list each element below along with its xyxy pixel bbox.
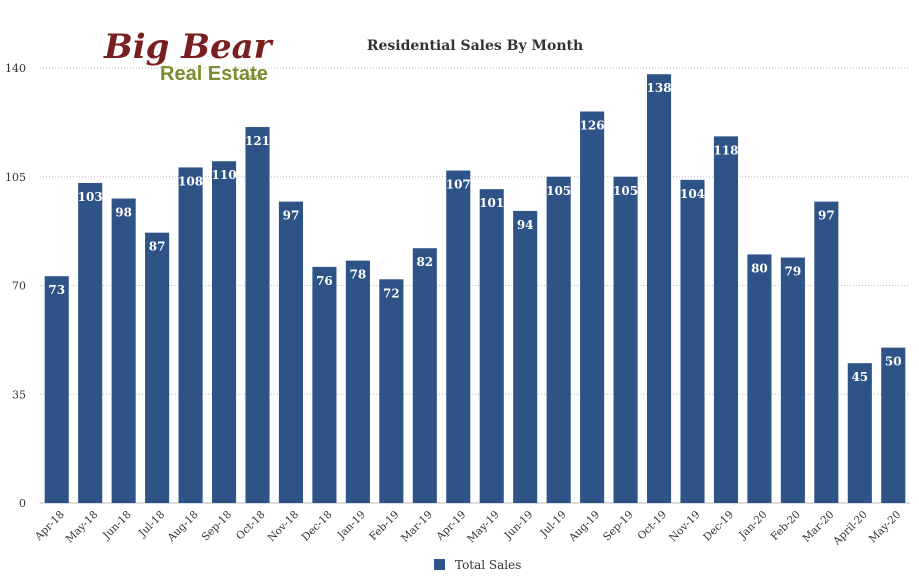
legend-label: Total Sales xyxy=(455,558,521,572)
bar xyxy=(312,266,337,503)
data-label: 98 xyxy=(115,206,132,220)
y-tick-label: 0 xyxy=(19,497,26,510)
x-tick-label: Sep-19 xyxy=(601,509,636,544)
data-label: 97 xyxy=(283,209,300,223)
bar xyxy=(345,260,370,503)
x-tick-label: Sep-18 xyxy=(199,509,234,544)
x-tick-label: Jun-18 xyxy=(100,509,134,543)
x-tick-label: Aug-18 xyxy=(165,509,201,545)
bar xyxy=(44,276,69,503)
x-tick-label: Jul-19 xyxy=(537,509,568,540)
bar xyxy=(613,176,638,503)
bar xyxy=(780,257,805,503)
bar xyxy=(78,182,103,503)
bars xyxy=(44,74,906,504)
x-tick-label: Apr-18 xyxy=(32,509,67,544)
x-tick-label: May-19 xyxy=(465,509,502,546)
bar xyxy=(145,232,170,503)
bar xyxy=(747,254,772,503)
x-tick-label: May-18 xyxy=(64,509,101,546)
x-tick-label: Nov-19 xyxy=(667,509,703,545)
data-label: 118 xyxy=(713,143,738,157)
data-label: 138 xyxy=(647,81,672,95)
x-tick-label: Mar-19 xyxy=(399,509,435,545)
data-label: 78 xyxy=(350,268,367,282)
data-label: 82 xyxy=(416,255,433,269)
x-tick-label: Dec-19 xyxy=(701,509,736,544)
data-label: 45 xyxy=(851,370,868,384)
data-label: 80 xyxy=(751,261,768,275)
data-label: 107 xyxy=(446,178,471,192)
data-labels: 73 103 98 87 108 110 121 97 76 78 72 82 107 101 94 105 1… xyxy=(48,81,901,384)
logo-suffix-text: .com xyxy=(243,72,263,82)
bar xyxy=(847,363,872,503)
bar xyxy=(713,136,739,503)
data-label: 76 xyxy=(316,274,333,288)
bar xyxy=(379,279,404,503)
legend-swatch xyxy=(434,559,445,570)
data-label: 103 xyxy=(78,190,103,204)
bar xyxy=(680,179,705,503)
data-label: 105 xyxy=(546,184,571,198)
x-tick-label: Aug-19 xyxy=(566,509,602,545)
logo-sub-text: Real Estate xyxy=(160,63,268,85)
x-tick-label: Feb-19 xyxy=(367,509,401,543)
y-tick-label: 140 xyxy=(5,62,26,75)
data-label: 101 xyxy=(479,196,504,210)
x-tick-label: Apr-19 xyxy=(434,509,469,544)
y-axis-ticks: 0 35 70 105 140 xyxy=(5,62,26,510)
data-label: 50 xyxy=(885,355,902,369)
data-label: 108 xyxy=(178,174,203,188)
bar xyxy=(211,161,237,503)
x-tick-label: Oct-18 xyxy=(234,509,268,543)
bar xyxy=(814,201,839,503)
logo: Big Bear Real Estate .com xyxy=(92,26,287,88)
bar xyxy=(446,170,471,504)
data-label: 73 xyxy=(48,283,65,297)
data-label: 72 xyxy=(383,286,400,300)
logo-background xyxy=(92,26,287,88)
data-label: 121 xyxy=(245,134,270,148)
y-tick-label: 70 xyxy=(12,280,26,293)
bar xyxy=(513,210,538,503)
y-tick-label: 105 xyxy=(5,171,26,184)
bar xyxy=(278,201,304,503)
chart-title: Residential Sales By Month xyxy=(367,38,583,54)
bar xyxy=(479,189,504,503)
data-label: 126 xyxy=(580,119,605,133)
data-label: 87 xyxy=(149,240,166,254)
data-label: 104 xyxy=(680,187,705,201)
data-label: 105 xyxy=(613,184,638,198)
bar xyxy=(245,127,270,504)
legend: Total Sales xyxy=(434,558,521,572)
data-label: 110 xyxy=(212,168,237,182)
y-tick-label: 35 xyxy=(12,388,26,401)
x-tick-label: Jan-19 xyxy=(335,509,368,542)
bar xyxy=(580,111,605,503)
gridlines xyxy=(40,67,910,504)
x-tick-label: April-20 xyxy=(830,509,870,549)
bar xyxy=(111,198,136,503)
bar xyxy=(646,74,672,503)
bar xyxy=(412,248,437,503)
data-label: 79 xyxy=(785,265,802,279)
x-tick-label: Jul-18 xyxy=(136,509,167,540)
bar xyxy=(178,167,203,503)
x-tick-label: Feb-20 xyxy=(769,509,803,543)
x-tick-label: Oct-19 xyxy=(635,509,669,543)
bar xyxy=(881,347,906,503)
logo-main-text: Big Bear xyxy=(103,27,274,67)
x-tick-label: Jun-19 xyxy=(502,509,536,543)
x-tick-label: May-20 xyxy=(867,509,904,546)
x-tick-label: Nov-18 xyxy=(265,509,301,545)
data-label: 97 xyxy=(818,209,835,223)
data-label: 94 xyxy=(517,218,534,232)
x-tick-label: Jan-20 xyxy=(736,509,769,542)
x-tick-label: Dec-18 xyxy=(300,509,335,544)
bar xyxy=(546,176,571,503)
